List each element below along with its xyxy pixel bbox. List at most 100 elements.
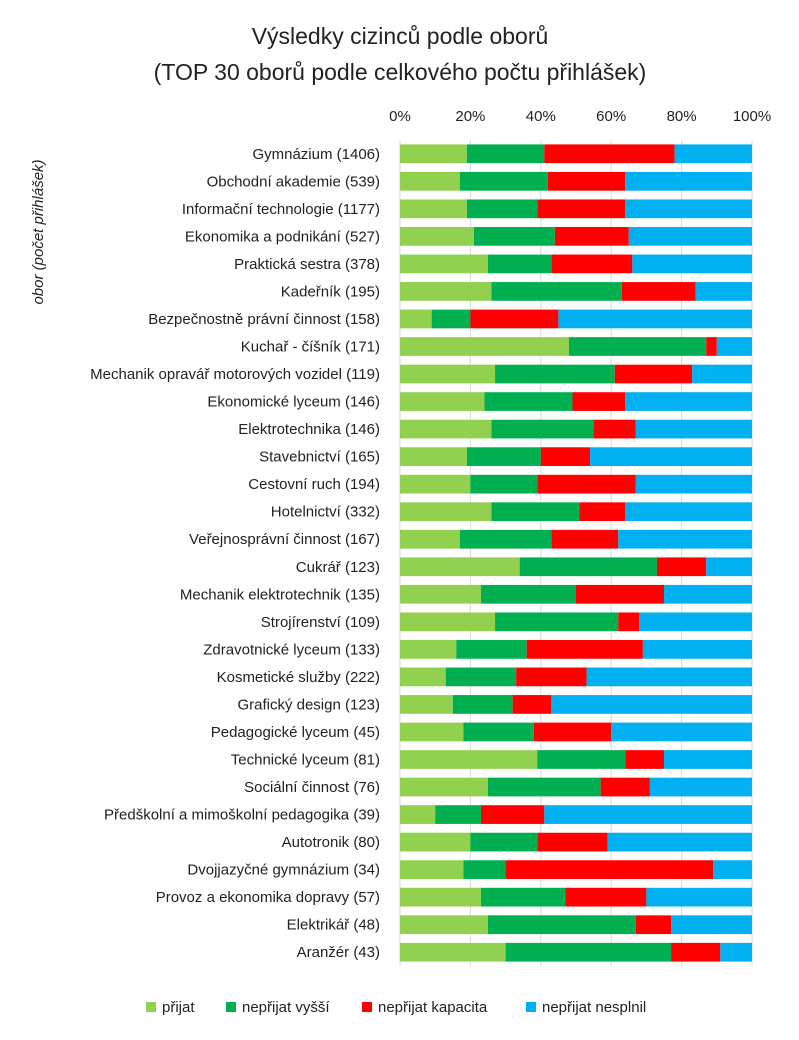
bar-segment	[632, 254, 752, 274]
bar-segment	[456, 640, 527, 659]
bar-segment	[642, 640, 752, 659]
bar-segment	[505, 860, 714, 879]
x-tick-label: 80%	[667, 108, 697, 125]
bar-segment	[692, 364, 752, 384]
bar-segment	[716, 337, 752, 356]
bar-segment	[611, 722, 752, 742]
x-tick-label: 20%	[455, 108, 485, 125]
legend-label: přijat	[162, 999, 195, 1016]
bar-segment	[625, 502, 752, 522]
bar-segment	[400, 309, 432, 329]
category-label: Praktická sestra (378)	[234, 256, 380, 273]
bar-segment	[400, 750, 538, 769]
bar-segment	[625, 199, 752, 219]
category-label: Informační technologie (1177)	[182, 201, 380, 218]
bar-segment	[466, 144, 545, 164]
category-label: Obchodní akademie (539)	[207, 173, 380, 190]
bar-segment	[547, 171, 626, 191]
bar-segment	[572, 392, 626, 411]
bar-segment	[671, 942, 721, 962]
bar-segment	[551, 254, 633, 274]
bar-segment	[480, 584, 576, 604]
bar-segment	[400, 337, 569, 356]
bar-segment	[400, 915, 488, 935]
category-label: Předškolní a mimoškolní pedagogika (39)	[104, 807, 380, 824]
bar-segment	[558, 309, 752, 329]
bar-segment	[400, 667, 446, 687]
category-label: Mechanik opravář motorových vozidel (119…	[90, 366, 380, 383]
bar-segment	[537, 832, 608, 852]
bar-segment	[576, 584, 664, 604]
bar-segment	[452, 695, 513, 714]
bar-segment	[400, 832, 471, 852]
bar-segment	[488, 777, 601, 797]
bar-segment	[671, 915, 752, 935]
bar-segment	[551, 529, 619, 549]
bar-segment	[618, 529, 752, 549]
bar-segment	[488, 915, 636, 935]
bar-segment	[470, 474, 538, 494]
bar-segment	[400, 392, 485, 411]
bar-segment	[495, 612, 619, 632]
bar-segment	[445, 667, 517, 687]
bar-segment	[400, 282, 492, 301]
category-label: Veřejnosprávní činnost (167)	[189, 531, 380, 548]
bar-segment	[463, 722, 534, 742]
bar-segment	[491, 419, 594, 439]
bar-segment	[480, 805, 545, 824]
bar-segment	[544, 805, 752, 824]
bar-segment	[505, 942, 672, 962]
bar-segment	[400, 254, 488, 274]
category-label: Cukrář (123)	[296, 559, 380, 576]
bar-segment	[706, 557, 752, 577]
x-tick-label: 40%	[526, 108, 556, 125]
bar-segment	[649, 777, 752, 797]
category-label: Zdravotnické lyceum (133)	[203, 641, 380, 658]
category-label: Autotronik (80)	[282, 834, 380, 851]
x-tick-label: 60%	[596, 108, 626, 125]
bar-segment	[664, 750, 752, 769]
category-label: Dvojjazyčné gymnázium (34)	[187, 862, 380, 879]
bar-segment	[484, 392, 573, 411]
bar-segment	[491, 282, 622, 301]
bar-segment	[400, 640, 457, 659]
category-label: Mechanik elektrotechnik (135)	[180, 586, 380, 603]
bar-segment	[470, 309, 559, 329]
category-label: Sociální činnost (76)	[244, 779, 380, 796]
category-label: Stavebnictví (165)	[259, 449, 380, 466]
category-label: Provoz a ekonomika dopravy (57)	[156, 889, 380, 906]
bar-segment	[713, 860, 752, 879]
legend-swatch	[526, 1002, 536, 1012]
legend-label: nepřijat nesplnil	[542, 999, 646, 1016]
category-label: Hotelnictví (332)	[271, 504, 380, 521]
bar-segment	[540, 447, 591, 466]
category-label: Gymnázium (1406)	[252, 146, 380, 163]
legend-swatch	[226, 1002, 236, 1012]
category-label: Elektrikář (48)	[287, 917, 380, 934]
bar-segment	[600, 777, 650, 797]
chart-title-line-1: Výsledky cizinců podle oborů	[252, 23, 549, 49]
category-label: Kosmetické služby (222)	[217, 669, 380, 686]
category-label: Grafický design (123)	[237, 696, 380, 713]
bar-segment	[526, 640, 643, 659]
bar-segment	[463, 860, 506, 879]
bar-segment	[400, 777, 488, 797]
bar-segment	[473, 227, 555, 246]
bar-segment	[400, 695, 453, 714]
bar-segment	[656, 557, 707, 577]
bar-segment	[480, 887, 566, 907]
bar-segment	[618, 612, 640, 632]
bar-segment	[466, 199, 538, 219]
bar-segment	[551, 695, 752, 714]
bar-segment	[400, 529, 460, 549]
bar-segment	[635, 474, 752, 494]
bar-segment	[695, 282, 752, 301]
bar-segment	[537, 750, 626, 769]
category-label: Kadeřník (195)	[281, 283, 380, 300]
category-label: Ekonomické lyceum (146)	[207, 394, 380, 411]
category-label: Bezpečnostně právní činnost (158)	[148, 311, 380, 328]
bar-segment	[533, 722, 612, 742]
bar-segment	[400, 199, 467, 219]
bar-segment	[625, 750, 664, 769]
